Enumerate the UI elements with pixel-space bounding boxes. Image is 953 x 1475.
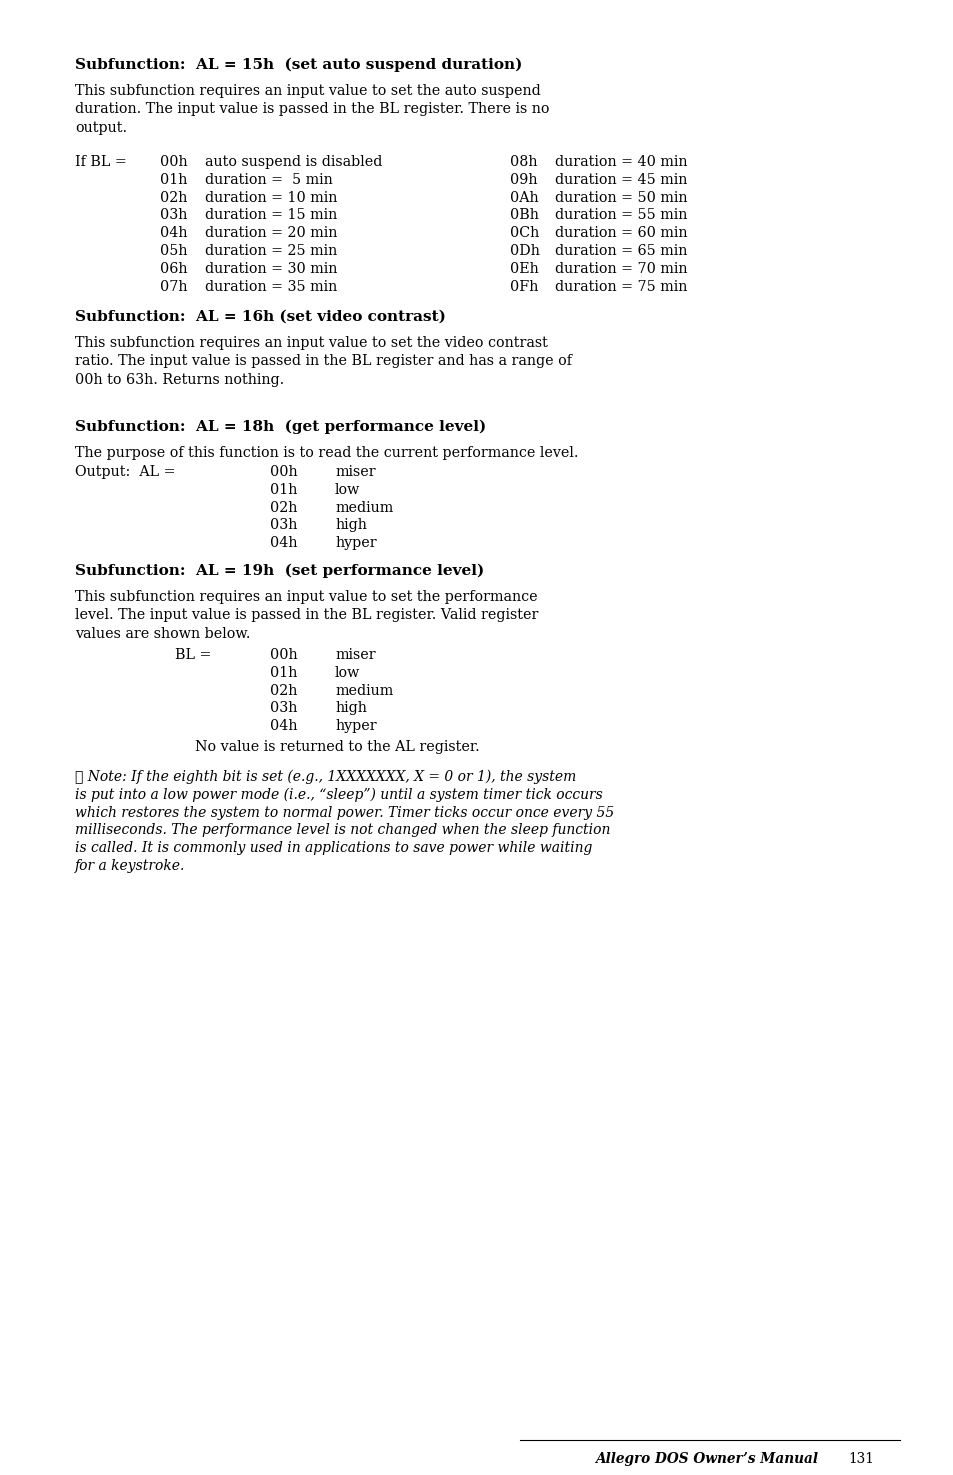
Text: level. The input value is passed in the BL register. Valid register: level. The input value is passed in the … xyxy=(75,609,537,622)
Text: duration = 20 min: duration = 20 min xyxy=(205,226,337,240)
Text: 04h: 04h xyxy=(160,226,188,240)
Text: duration = 30 min: duration = 30 min xyxy=(205,261,337,276)
Text: 0Eh: 0Eh xyxy=(510,261,538,276)
Text: duration = 70 min: duration = 70 min xyxy=(555,261,687,276)
Text: BL =: BL = xyxy=(174,648,212,662)
Text: 07h: 07h xyxy=(160,280,188,294)
Text: 131: 131 xyxy=(847,1451,873,1466)
Text: duration = 10 min: duration = 10 min xyxy=(205,190,337,205)
Text: Allegro DOS Owner’s Manual: Allegro DOS Owner’s Manual xyxy=(595,1451,817,1466)
Text: 02h: 02h xyxy=(270,500,297,515)
Text: 0Dh: 0Dh xyxy=(510,243,539,258)
Text: Subfunction:  AL = 16h (set video contrast): Subfunction: AL = 16h (set video contras… xyxy=(75,310,445,324)
Text: 01h: 01h xyxy=(270,665,297,680)
Text: 02h: 02h xyxy=(270,683,297,698)
Text: 00h to 63h. Returns nothing.: 00h to 63h. Returns nothing. xyxy=(75,373,284,386)
Text: 03h: 03h xyxy=(270,702,297,715)
Text: output.: output. xyxy=(75,121,127,136)
Text: 0Ah: 0Ah xyxy=(510,190,538,205)
Text: ❖ Note: If the eighth bit is set (e.g., 1XXXXXXX, X = 0 or 1), the system: ❖ Note: If the eighth bit is set (e.g., … xyxy=(75,770,576,785)
Text: Subfunction:  AL = 18h  (get performance level): Subfunction: AL = 18h (get performance l… xyxy=(75,420,486,435)
Text: 06h: 06h xyxy=(160,261,188,276)
Text: Subfunction:  AL = 19h  (set performance level): Subfunction: AL = 19h (set performance l… xyxy=(75,563,484,578)
Text: duration = 60 min: duration = 60 min xyxy=(555,226,687,240)
Text: duration = 15 min: duration = 15 min xyxy=(205,208,337,223)
Text: duration = 45 min: duration = 45 min xyxy=(555,173,687,187)
Text: high: high xyxy=(335,702,367,715)
Text: 04h: 04h xyxy=(270,537,297,550)
Text: 01h: 01h xyxy=(160,173,187,187)
Text: miser: miser xyxy=(335,648,375,662)
Text: high: high xyxy=(335,518,367,532)
Text: is called. It is commonly used in applications to save power while waiting: is called. It is commonly used in applic… xyxy=(75,841,592,855)
Text: 05h: 05h xyxy=(160,243,188,258)
Text: 03h: 03h xyxy=(160,208,187,223)
Text: duration. The input value is passed in the BL register. There is no: duration. The input value is passed in t… xyxy=(75,102,549,117)
Text: duration = 25 min: duration = 25 min xyxy=(205,243,337,258)
Text: This subfunction requires an input value to set the video contrast: This subfunction requires an input value… xyxy=(75,336,547,350)
Text: auto suspend is disabled: auto suspend is disabled xyxy=(205,155,382,170)
Text: This subfunction requires an input value to set the performance: This subfunction requires an input value… xyxy=(75,590,537,603)
Text: which restores the system to normal power. Timer ticks occur once every 55: which restores the system to normal powe… xyxy=(75,805,614,820)
Text: 03h: 03h xyxy=(270,518,297,532)
Text: This subfunction requires an input value to set the auto suspend: This subfunction requires an input value… xyxy=(75,84,540,97)
Text: miser: miser xyxy=(335,465,375,479)
Text: duration =  5 min: duration = 5 min xyxy=(205,173,333,187)
Text: 02h: 02h xyxy=(160,190,187,205)
Text: duration = 40 min: duration = 40 min xyxy=(555,155,687,170)
Text: No value is returned to the AL register.: No value is returned to the AL register. xyxy=(194,740,479,754)
Text: 00h: 00h xyxy=(270,648,297,662)
Text: medium: medium xyxy=(335,683,393,698)
Text: milliseconds. The performance level is not changed when the sleep function: milliseconds. The performance level is n… xyxy=(75,823,610,838)
Text: 01h: 01h xyxy=(270,482,297,497)
Text: duration = 35 min: duration = 35 min xyxy=(205,280,337,294)
Text: 0Ch: 0Ch xyxy=(510,226,538,240)
Text: 00h: 00h xyxy=(160,155,188,170)
Text: hyper: hyper xyxy=(335,720,376,733)
Text: 08h: 08h xyxy=(510,155,537,170)
Text: The purpose of this function is to read the current performance level.: The purpose of this function is to read … xyxy=(75,445,578,460)
Text: 0Fh: 0Fh xyxy=(510,280,537,294)
Text: low: low xyxy=(335,665,360,680)
Text: duration = 65 min: duration = 65 min xyxy=(555,243,687,258)
Text: for a keystroke.: for a keystroke. xyxy=(75,858,185,873)
Text: low: low xyxy=(335,482,360,497)
Text: Output:  AL =: Output: AL = xyxy=(75,465,175,479)
Text: 00h: 00h xyxy=(270,465,297,479)
Text: 04h: 04h xyxy=(270,720,297,733)
Text: If BL =: If BL = xyxy=(75,155,127,170)
Text: hyper: hyper xyxy=(335,537,376,550)
Text: medium: medium xyxy=(335,500,393,515)
Text: duration = 50 min: duration = 50 min xyxy=(555,190,687,205)
Text: 09h: 09h xyxy=(510,173,537,187)
Text: ratio. The input value is passed in the BL register and has a range of: ratio. The input value is passed in the … xyxy=(75,354,572,369)
Text: duration = 75 min: duration = 75 min xyxy=(555,280,687,294)
Text: is put into a low power mode (i.e., “sleep”) until a system timer tick occurs: is put into a low power mode (i.e., “sle… xyxy=(75,788,602,802)
Text: duration = 55 min: duration = 55 min xyxy=(555,208,687,223)
Text: 0Bh: 0Bh xyxy=(510,208,538,223)
Text: Subfunction:  AL = 15h  (set auto suspend duration): Subfunction: AL = 15h (set auto suspend … xyxy=(75,58,522,72)
Text: values are shown below.: values are shown below. xyxy=(75,627,251,642)
